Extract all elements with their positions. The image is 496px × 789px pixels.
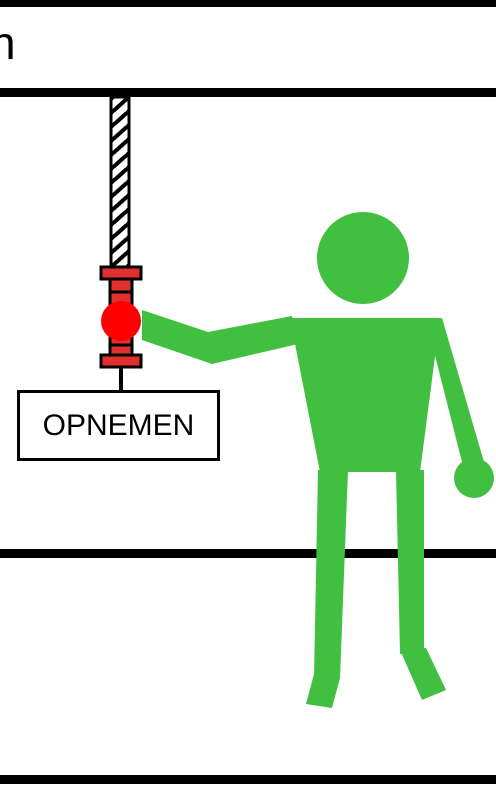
opnemen-label-text: OPNEMEN (42, 408, 195, 442)
header-divider-line (0, 88, 496, 97)
header-text: n (0, 17, 16, 69)
pendant-button-icon (101, 301, 141, 341)
opnemen-label: OPNEMEN (17, 390, 220, 461)
person-icon (142, 212, 494, 708)
twisted-cable-icon (109, 95, 131, 269)
floor-line (0, 549, 496, 558)
top-border-line (0, 0, 496, 7)
bottom-border-line (0, 775, 496, 784)
